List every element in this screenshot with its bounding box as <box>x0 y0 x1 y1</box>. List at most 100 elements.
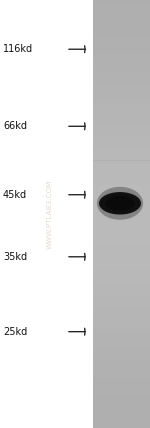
Bar <box>93 0 150 3</box>
Bar <box>93 300 150 303</box>
Bar <box>93 275 150 278</box>
Bar <box>93 61 150 64</box>
Bar <box>93 46 150 50</box>
Text: 25kd: 25kd <box>3 327 27 337</box>
Bar <box>93 75 150 78</box>
Bar <box>93 399 150 403</box>
Bar <box>93 136 150 139</box>
Ellipse shape <box>99 192 141 214</box>
Bar <box>93 43 150 46</box>
Bar <box>93 318 150 321</box>
Bar <box>93 0 150 428</box>
Bar <box>93 64 150 68</box>
Bar <box>93 303 150 307</box>
Bar <box>93 232 150 235</box>
Bar <box>93 350 150 353</box>
Bar <box>93 157 150 160</box>
Bar <box>93 100 150 104</box>
Bar <box>93 29 150 32</box>
Bar <box>93 385 150 389</box>
Bar <box>93 114 150 118</box>
Bar <box>93 82 150 86</box>
Bar <box>93 96 150 100</box>
Bar <box>93 132 150 136</box>
Bar <box>93 407 150 410</box>
Bar <box>93 193 150 196</box>
Bar <box>93 178 150 182</box>
Bar <box>93 289 150 292</box>
Bar <box>93 367 150 371</box>
Bar <box>93 143 150 146</box>
Bar <box>93 71 150 75</box>
Bar <box>93 396 150 399</box>
Bar <box>93 353 150 357</box>
Bar <box>93 257 150 260</box>
Bar <box>93 168 150 171</box>
Bar <box>93 278 150 282</box>
Bar <box>93 307 150 310</box>
Bar <box>93 357 150 360</box>
Text: 45kd: 45kd <box>3 190 27 200</box>
Bar <box>93 421 150 425</box>
Bar <box>93 104 150 107</box>
Bar <box>93 410 150 414</box>
Bar <box>93 93 150 96</box>
Bar <box>93 264 150 268</box>
Bar <box>93 374 150 378</box>
Bar <box>93 342 150 346</box>
Bar <box>93 364 150 367</box>
Bar <box>93 125 150 128</box>
Bar <box>93 417 150 421</box>
Bar <box>93 239 150 243</box>
Bar <box>93 39 150 43</box>
Bar <box>93 371 150 374</box>
Bar <box>93 78 150 82</box>
Bar <box>93 153 150 157</box>
Bar <box>93 321 150 324</box>
Bar <box>93 268 150 271</box>
Bar <box>93 403 150 407</box>
Bar <box>93 182 150 185</box>
Bar <box>93 310 150 314</box>
Bar <box>93 128 150 132</box>
Bar <box>93 139 150 143</box>
Bar <box>93 171 150 175</box>
Bar <box>93 32 150 36</box>
Bar <box>93 378 150 382</box>
Bar <box>93 253 150 257</box>
Bar <box>93 217 150 221</box>
Bar <box>93 25 150 29</box>
Bar <box>93 107 150 110</box>
Bar <box>93 292 150 296</box>
Bar <box>93 146 150 150</box>
Bar <box>93 164 150 168</box>
Bar <box>93 328 150 332</box>
Bar <box>93 211 150 214</box>
Bar <box>93 150 150 153</box>
Bar <box>93 185 150 189</box>
Bar <box>93 196 150 200</box>
Bar <box>93 332 150 335</box>
Bar <box>93 14 150 18</box>
Bar <box>93 382 150 385</box>
Bar <box>93 89 150 93</box>
Bar <box>93 425 150 428</box>
Bar <box>93 175 150 178</box>
Bar <box>93 243 150 246</box>
Bar <box>93 121 150 125</box>
Bar <box>93 414 150 417</box>
Bar <box>93 314 150 318</box>
Bar <box>93 271 150 275</box>
Bar <box>93 260 150 264</box>
Bar <box>93 50 150 54</box>
Bar <box>93 54 150 57</box>
Bar <box>93 225 150 228</box>
Bar <box>93 324 150 328</box>
Bar <box>93 392 150 396</box>
Bar <box>93 36 150 39</box>
Bar <box>93 189 150 193</box>
Bar <box>93 246 150 250</box>
Bar <box>93 200 150 203</box>
Bar <box>93 18 150 21</box>
Bar <box>93 360 150 364</box>
